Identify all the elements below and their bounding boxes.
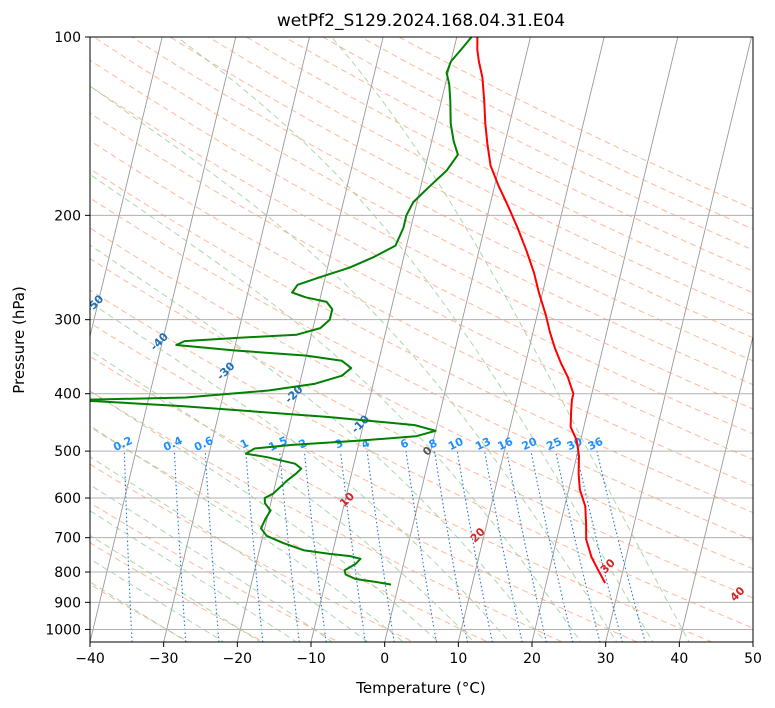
dry-adiabat-line	[131, 37, 753, 362]
y-axis-title: Pressure (hPa)	[10, 286, 28, 394]
x-tick-label: 40	[670, 651, 688, 667]
moist-adiabat-line	[90, 244, 546, 642]
y-tick-label: 300	[54, 313, 81, 329]
pressure-grid	[90, 37, 753, 630]
x-tick-label: 50	[744, 651, 762, 667]
dry-adiabat-line	[90, 168, 753, 514]
dry-adiabat-line	[90, 85, 753, 435]
mixing-ratio-label: 16	[496, 435, 516, 453]
dry-adiabat-line	[207, 37, 753, 316]
mixing-ratio-label: 25	[544, 435, 563, 453]
dewpoint-profile-line	[90, 37, 473, 586]
y-tick-label: 600	[54, 491, 81, 507]
isotherm-line	[163, 37, 310, 642]
dry-adiabat-line	[90, 355, 639, 642]
mixing-ratio-label: 36	[586, 435, 606, 453]
dry-adiabat-line	[90, 463, 415, 642]
mixing-ratio-label: 20	[520, 435, 540, 453]
y-tick-label: 800	[54, 565, 81, 581]
isotherm-line	[90, 37, 237, 642]
y-tick-label: 1000	[45, 622, 81, 638]
isotherm-line	[531, 37, 679, 642]
moist-adiabat-line	[90, 558, 225, 642]
isotherm-line	[90, 37, 163, 339]
isotherm-line	[384, 37, 531, 642]
dry-adiabat-line	[90, 197, 753, 541]
dry-adiabat-line	[90, 583, 190, 642]
x-tick-label: −30	[149, 651, 179, 667]
y-tick-label: 900	[54, 595, 81, 611]
dry-adiabat-line	[90, 257, 753, 599]
moist-adiabat-line	[90, 456, 369, 642]
x-tick-label: −40	[75, 651, 105, 667]
isotherm-line	[457, 37, 605, 642]
x-tick-label: 30	[597, 651, 615, 667]
dry-adiabat-line	[92, 37, 753, 386]
isotherm-line	[310, 37, 458, 642]
mixing-ratio-label: 10	[446, 435, 466, 453]
x-tick-label: −20	[223, 651, 253, 667]
moist-adiabat-line	[331, 37, 690, 642]
dry-adiabat-line	[90, 502, 340, 642]
dry-adiabat-line	[90, 390, 564, 642]
mixing-ratio-label: 30	[565, 435, 585, 453]
dry-adiabat-line	[90, 112, 753, 460]
y-tick-label: 100	[54, 30, 81, 46]
x-tick-label: −10	[296, 651, 326, 667]
y-tick-label: 200	[54, 208, 81, 224]
x-tick-label: 10	[449, 651, 467, 667]
plot-frame	[89, 36, 754, 643]
x-tick-label: 20	[523, 651, 541, 667]
dry-adiabat-line	[90, 426, 489, 642]
y-tick-label: 700	[54, 531, 81, 547]
x-axis: −40 −30 −20 −10 0 10 20 30 40 50	[75, 642, 762, 667]
mixing-ratio-label: 13	[473, 435, 492, 453]
chart-title: wetPf2_S129.2024.168.04.31.E04	[277, 11, 565, 31]
y-tick-label: 500	[54, 444, 81, 460]
series-group	[90, 37, 606, 586]
y-tick-label: 400	[54, 387, 81, 403]
y-axis: 100 200 300 400 500 600 700 800 900 1000	[45, 30, 90, 638]
dry-adiabat-line	[90, 289, 753, 629]
moist-adiabat-line	[90, 581, 189, 642]
moist-adiabat-line	[90, 85, 618, 642]
x-tick-label: 0	[380, 651, 389, 667]
temperature-profile-line	[476, 37, 606, 584]
isotherm-label: -60	[21, 243, 44, 266]
x-axis-title: Temperature (°C)	[355, 679, 485, 697]
isotherm-line	[236, 37, 384, 642]
isotherm-line	[605, 37, 752, 642]
isotherm-line	[752, 640, 753, 642]
